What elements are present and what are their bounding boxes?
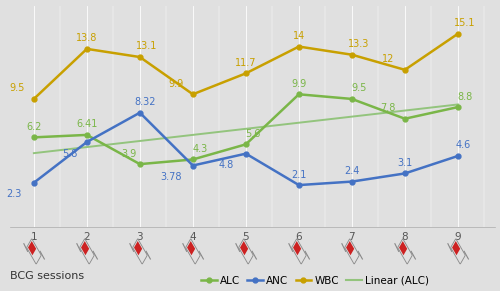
Text: 12: 12 [382, 54, 394, 64]
Text: 5.6: 5.6 [245, 129, 260, 139]
Bar [187, 241, 195, 255]
Text: 3.1: 3.1 [398, 158, 412, 168]
FancyBboxPatch shape [345, 239, 359, 264]
FancyBboxPatch shape [451, 239, 465, 264]
Bar [346, 241, 354, 255]
FancyBboxPatch shape [27, 239, 41, 264]
Text: 9.9: 9.9 [168, 79, 184, 89]
Text: 4.6: 4.6 [456, 141, 471, 150]
Text: 4.8: 4.8 [219, 160, 234, 170]
FancyBboxPatch shape [239, 239, 253, 264]
Text: 9.5: 9.5 [10, 84, 25, 93]
Text: 4.3: 4.3 [192, 144, 208, 154]
Text: BCG sessions: BCG sessions [10, 272, 84, 281]
Text: 6.41: 6.41 [76, 119, 98, 129]
Text: 15.1: 15.1 [454, 18, 475, 28]
Text: 2.4: 2.4 [344, 166, 360, 176]
FancyBboxPatch shape [133, 239, 147, 264]
Text: 6.2: 6.2 [26, 122, 42, 132]
FancyBboxPatch shape [398, 239, 412, 264]
FancyBboxPatch shape [292, 239, 306, 264]
Text: 14: 14 [293, 31, 305, 41]
Bar [452, 241, 460, 255]
Legend: ALC, ANC, WBC, Linear (ALC): ALC, ANC, WBC, Linear (ALC) [201, 276, 429, 286]
Bar [399, 241, 407, 255]
Bar [240, 241, 248, 255]
Text: 13.3: 13.3 [348, 39, 370, 49]
Bar [134, 241, 142, 255]
Text: 9.5: 9.5 [351, 84, 366, 93]
FancyBboxPatch shape [186, 239, 200, 264]
Bar [81, 241, 89, 255]
Text: 8.8: 8.8 [457, 92, 472, 102]
Text: 8.32: 8.32 [134, 97, 156, 107]
Text: 11.7: 11.7 [235, 58, 256, 68]
Bar [293, 241, 301, 255]
Text: 5.8: 5.8 [62, 149, 78, 159]
Text: 3.9: 3.9 [121, 149, 136, 159]
Text: 2.1: 2.1 [291, 170, 306, 180]
Text: 2.3: 2.3 [6, 189, 22, 199]
Text: 7.8: 7.8 [380, 103, 396, 113]
Bar [28, 241, 36, 255]
Text: 9.9: 9.9 [292, 79, 306, 89]
Text: 13.8: 13.8 [76, 33, 98, 43]
Text: 3.78: 3.78 [160, 172, 182, 182]
FancyBboxPatch shape [80, 239, 94, 264]
Text: 13.1: 13.1 [136, 42, 158, 52]
